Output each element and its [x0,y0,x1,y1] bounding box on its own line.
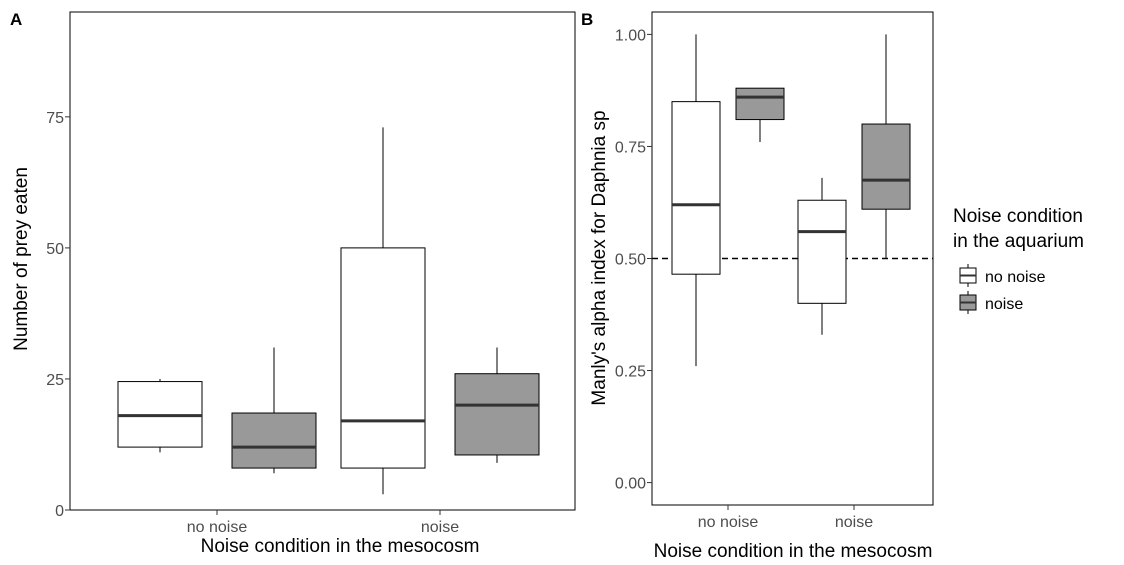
y-tick-label: 0.00 [615,476,646,493]
panel-b: B 0.00 0.25 0.50 0.75 1.00 no noise noise Noi… [581,10,934,562]
box-no-noise-no-noise [671,34,721,367]
y-tick-label: 50 [46,241,64,258]
box-no-noise-noise [797,177,847,335]
box-iqr [454,373,540,456]
box-noise-noise [454,347,540,463]
legend: Noise condition in the aquarium no noise… [953,206,1084,314]
y-tick-label: 25 [46,372,64,389]
x-tick-label: no noise [698,514,759,531]
panel-a-x-axis-title: Noise condition in the mesocosm [201,536,480,557]
panel-b-label: B [581,10,593,29]
legend-title-line-1: Noise condition [953,206,1083,227]
x-tick-label: noise [421,519,459,536]
y-tick-label: 0.25 [615,364,646,381]
y-tick-label: 1.00 [615,27,646,44]
y-tick-label: 0.50 [615,252,646,269]
x-tick-label: no noise [187,519,248,536]
panel-a-label: A [10,10,22,29]
box-iqr [861,123,911,210]
panel-a-boxes [117,127,540,495]
panel-a-plot-frame [69,11,576,511]
panel-b-x-axis-title: Noise condition in the mesocosm [654,541,933,562]
x-tick-label: noise [835,514,873,531]
box-noise-no-noise [231,347,317,474]
box-iqr [735,87,785,121]
box-noise-no-noise [735,87,785,142]
legend-label-noise: noise [985,296,1023,313]
panel-b-x-axis: no noise noise [698,505,873,531]
panel-b-y-axis: 0.00 0.25 0.50 0.75 1.00 [615,27,652,493]
box-no-noise-no-noise [117,378,203,453]
y-tick-label: 0 [55,503,64,520]
legend-item-no-noise: no noise [959,264,1046,287]
box-noise-noise [861,34,911,259]
panel-a-y-axis: 0 25 50 75 [46,110,70,520]
y-tick-label: 75 [46,110,64,127]
box-iqr [231,412,317,469]
panel-b-boxes [671,34,911,367]
box-no-noise-noise [340,127,426,495]
legend-title-line-2: in the aquarium [953,231,1084,252]
panel-a-x-axis: no noise noise [187,510,459,536]
box-iqr [340,247,426,469]
box-iqr [797,199,847,304]
y-tick-label: 0.75 [615,139,646,156]
panel-a: A 0 25 50 75 no noise noise Noise condition … [10,10,576,557]
legend-item-noise: noise [959,291,1023,314]
legend-label-no-noise: no noise [985,269,1046,286]
panel-b-y-axis-title: Manly's alpha index for Daphnia sp [589,110,610,405]
panel-a-y-axis-title: Number of prey eaten [11,167,32,351]
box-iqr [671,101,721,275]
